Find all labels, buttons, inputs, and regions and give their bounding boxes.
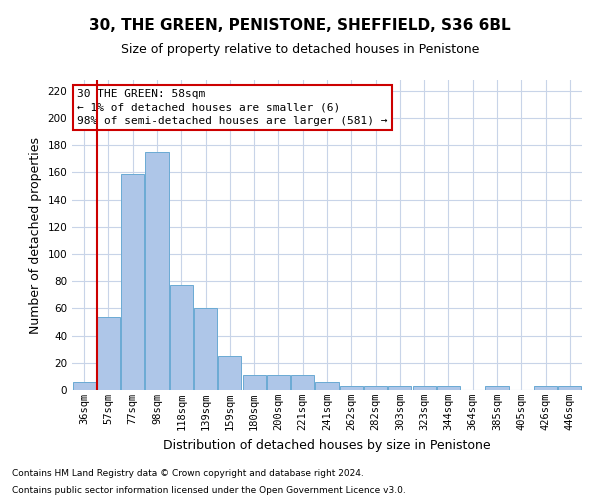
X-axis label: Distribution of detached houses by size in Penistone: Distribution of detached houses by size … bbox=[163, 438, 491, 452]
Y-axis label: Number of detached properties: Number of detached properties bbox=[29, 136, 42, 334]
Bar bbox=[242, 375, 266, 390]
Bar bbox=[97, 316, 120, 390]
Bar bbox=[340, 386, 363, 390]
Text: Size of property relative to detached houses in Penistone: Size of property relative to detached ho… bbox=[121, 42, 479, 56]
Bar bbox=[145, 152, 169, 390]
Text: 30, THE GREEN, PENISTONE, SHEFFIELD, S36 6BL: 30, THE GREEN, PENISTONE, SHEFFIELD, S36… bbox=[89, 18, 511, 32]
Text: 30 THE GREEN: 58sqm
← 1% of detached houses are smaller (6)
98% of semi-detached: 30 THE GREEN: 58sqm ← 1% of detached hou… bbox=[77, 90, 388, 126]
Bar bbox=[267, 375, 290, 390]
Text: Contains HM Land Registry data © Crown copyright and database right 2024.: Contains HM Land Registry data © Crown c… bbox=[12, 468, 364, 477]
Bar bbox=[437, 386, 460, 390]
Bar bbox=[291, 375, 314, 390]
Bar bbox=[534, 386, 557, 390]
Bar bbox=[121, 174, 144, 390]
Bar bbox=[413, 386, 436, 390]
Bar bbox=[485, 386, 509, 390]
Bar bbox=[194, 308, 217, 390]
Bar bbox=[170, 286, 193, 390]
Bar bbox=[388, 386, 412, 390]
Bar bbox=[73, 382, 95, 390]
Bar bbox=[364, 386, 387, 390]
Bar bbox=[218, 356, 241, 390]
Bar bbox=[316, 382, 338, 390]
Bar bbox=[559, 386, 581, 390]
Text: Contains public sector information licensed under the Open Government Licence v3: Contains public sector information licen… bbox=[12, 486, 406, 495]
